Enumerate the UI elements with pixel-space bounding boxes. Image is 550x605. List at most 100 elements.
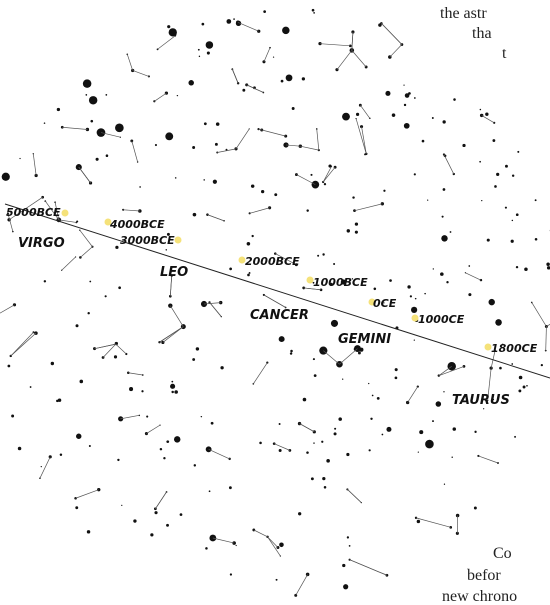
star (436, 401, 442, 407)
constellation-line (439, 366, 452, 375)
star (494, 185, 497, 188)
star (311, 477, 314, 480)
star (349, 545, 351, 547)
constellation-line (120, 415, 139, 419)
constellation-line (352, 50, 366, 67)
star (276, 579, 278, 581)
star (414, 340, 415, 341)
constellation-line (352, 32, 353, 50)
star (199, 56, 200, 57)
star (535, 238, 538, 241)
constellation-line (253, 363, 267, 384)
star (44, 122, 46, 124)
constellation-line (254, 530, 268, 537)
epoch-label: 4000BCE (109, 218, 165, 231)
constellation-line (355, 204, 383, 211)
star (105, 94, 107, 96)
star (252, 235, 254, 237)
star (546, 263, 550, 267)
star (505, 207, 507, 209)
star (198, 49, 200, 51)
star (215, 143, 218, 146)
star (166, 524, 169, 527)
star (306, 573, 310, 577)
star (8, 365, 11, 368)
star (133, 519, 136, 522)
constellation-line (76, 490, 99, 499)
star (518, 389, 521, 392)
star (51, 362, 54, 365)
star (481, 200, 482, 201)
star (196, 347, 199, 350)
star (166, 249, 167, 250)
star (408, 92, 411, 95)
star (230, 573, 232, 575)
constellation-line (356, 119, 366, 154)
star (220, 366, 223, 369)
star (117, 459, 119, 461)
constellation-line (133, 70, 149, 76)
constellation-line (232, 69, 238, 83)
star (170, 384, 175, 389)
star (85, 94, 87, 96)
star (166, 440, 169, 443)
star (322, 477, 325, 480)
star (443, 188, 446, 191)
star (432, 117, 434, 119)
star (403, 84, 404, 85)
star (205, 547, 208, 550)
star (313, 442, 314, 443)
star (505, 165, 508, 168)
star (453, 173, 455, 175)
star (155, 144, 157, 146)
star (249, 272, 251, 274)
star (480, 109, 482, 111)
star (492, 139, 495, 142)
star (499, 367, 502, 370)
constellation-line (79, 167, 91, 183)
star (90, 120, 93, 123)
star (511, 363, 513, 365)
star (261, 190, 264, 193)
star (251, 184, 254, 187)
constellation-line (296, 574, 308, 595)
constellation-line (250, 208, 270, 214)
star (415, 298, 417, 300)
star (453, 98, 456, 101)
constellation-line (80, 247, 92, 258)
constellation-line (323, 166, 331, 182)
star (368, 383, 369, 384)
star (468, 293, 471, 296)
star (395, 368, 398, 371)
star (279, 336, 285, 342)
constellation-line (546, 327, 547, 351)
star (516, 266, 518, 268)
constellation-line (207, 215, 224, 221)
star (30, 386, 32, 388)
constellation-line (416, 518, 451, 527)
star (432, 420, 434, 422)
constellation-line (238, 22, 259, 31)
star (535, 199, 537, 201)
star (442, 216, 444, 218)
star (395, 376, 398, 379)
star (202, 23, 205, 26)
star (414, 97, 416, 99)
star (206, 41, 214, 49)
star (306, 209, 308, 211)
star (425, 440, 434, 449)
star (118, 286, 121, 289)
constellation-line (210, 302, 222, 316)
constellation-line (300, 424, 315, 432)
star (175, 34, 177, 36)
constellation-line (116, 344, 127, 354)
star (175, 177, 177, 179)
epoch-dot (175, 237, 182, 244)
star (204, 122, 207, 125)
constellation-line (317, 129, 319, 150)
star (514, 436, 516, 438)
star (322, 253, 324, 255)
constellation-line (170, 306, 183, 327)
star (279, 449, 282, 452)
constellation-line (323, 351, 339, 365)
